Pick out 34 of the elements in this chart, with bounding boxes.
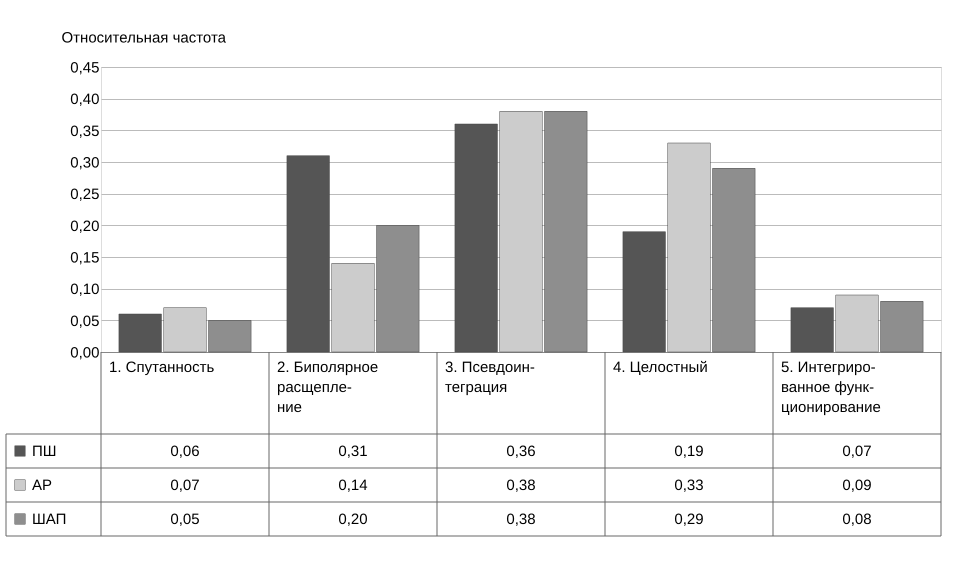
- data-label: 0,06: [170, 443, 200, 460]
- data-label: 0,33: [674, 477, 704, 494]
- y-tick-label: 0,45: [70, 60, 100, 76]
- data-label: 0,05: [170, 511, 200, 528]
- x-tick-label: 4. Целостный: [613, 359, 708, 376]
- data-label: 0,38: [506, 477, 536, 494]
- x-tick-label: 1. Спутанность: [109, 359, 214, 376]
- x-tick-label: 5. Интегриро- ванное функ- ционирование: [781, 359, 881, 416]
- y-tick-label: 0,40: [70, 91, 100, 108]
- y-axis-title: Относительная частота: [62, 30, 227, 46]
- y-tick-label: 0,25: [70, 186, 100, 204]
- legend-label: АР: [32, 477, 52, 494]
- data-label: 0,07: [170, 477, 200, 494]
- data-label: 0,36: [506, 443, 536, 460]
- data-label: 0,20: [338, 511, 368, 528]
- y-tick-label: 0,20: [70, 218, 100, 235]
- data-label: 0,09: [842, 477, 872, 494]
- data-label: 0,19: [674, 443, 704, 460]
- data-label: 0,29: [674, 511, 704, 528]
- y-tick-label: 0,10: [70, 281, 100, 298]
- y-tick-label: 0,15: [70, 250, 100, 266]
- y-tick-label: 0,05: [70, 312, 100, 330]
- x-tick-label: 3. Псевдоин- теграция: [445, 359, 535, 396]
- y-tick-label: 0,30: [70, 154, 100, 172]
- data-label: 0,38: [506, 511, 536, 528]
- y-tick-label: 0,00: [70, 344, 100, 362]
- data-label: 0,07: [842, 443, 872, 460]
- legend-label: ПШ: [32, 443, 57, 460]
- y-tick-label: 0,35: [70, 122, 100, 140]
- data-label: 0,08: [842, 511, 872, 528]
- data-label: 0,31: [338, 443, 368, 460]
- x-tick-label: 2. Биполярное расщепле- ние: [277, 359, 378, 416]
- data-label: 0,14: [338, 477, 368, 494]
- legend-label: ШАП: [32, 511, 66, 528]
